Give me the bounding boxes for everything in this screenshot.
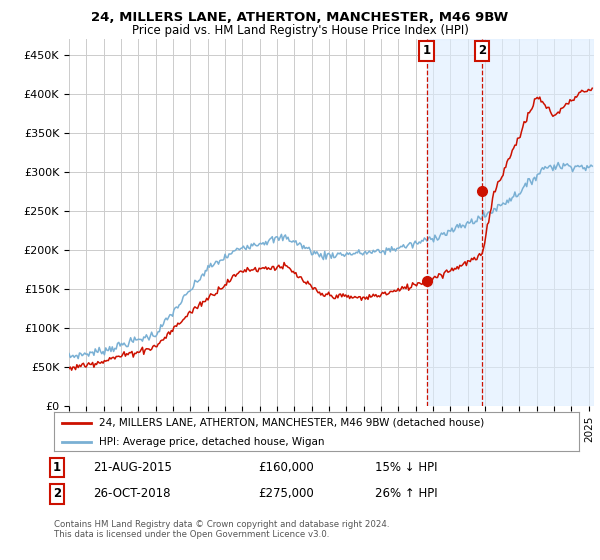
Text: £160,000: £160,000 xyxy=(258,461,314,474)
Text: 24, MILLERS LANE, ATHERTON, MANCHESTER, M46 9BW (detached house): 24, MILLERS LANE, ATHERTON, MANCHESTER, … xyxy=(98,418,484,428)
Text: HPI: Average price, detached house, Wigan: HPI: Average price, detached house, Wiga… xyxy=(98,437,324,447)
Text: £275,000: £275,000 xyxy=(258,487,314,501)
Text: 26% ↑ HPI: 26% ↑ HPI xyxy=(375,487,437,501)
Text: 2: 2 xyxy=(478,44,486,58)
Text: 24, MILLERS LANE, ATHERTON, MANCHESTER, M46 9BW: 24, MILLERS LANE, ATHERTON, MANCHESTER, … xyxy=(91,11,509,24)
Text: 2: 2 xyxy=(53,487,61,501)
Bar xyxy=(427,39,594,406)
Text: 21-AUG-2015: 21-AUG-2015 xyxy=(93,461,172,474)
Text: 15% ↓ HPI: 15% ↓ HPI xyxy=(375,461,437,474)
Text: Price paid vs. HM Land Registry's House Price Index (HPI): Price paid vs. HM Land Registry's House … xyxy=(131,24,469,36)
Text: 26-OCT-2018: 26-OCT-2018 xyxy=(93,487,170,501)
Text: 1: 1 xyxy=(422,44,431,58)
Text: 1: 1 xyxy=(53,461,61,474)
Text: Contains HM Land Registry data © Crown copyright and database right 2024.
This d: Contains HM Land Registry data © Crown c… xyxy=(54,520,389,539)
